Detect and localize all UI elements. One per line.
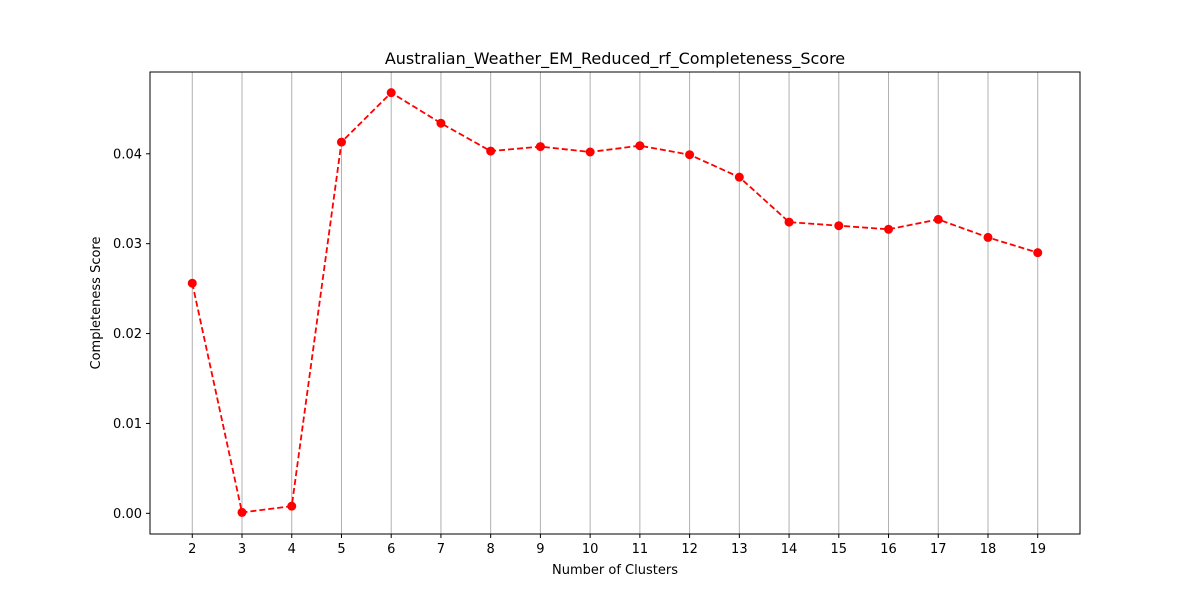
data-point bbox=[187, 278, 197, 288]
plot-frame bbox=[149, 71, 1081, 535]
x-tick-label: 12 bbox=[681, 542, 698, 557]
x-tick-label: 19 bbox=[1029, 542, 1046, 557]
series-layer bbox=[187, 88, 1043, 517]
data-point bbox=[1033, 248, 1043, 258]
x-tick-label: 4 bbox=[288, 542, 296, 557]
x-axis-label: Number of Clusters bbox=[552, 563, 678, 578]
x-tick-label: 17 bbox=[930, 542, 947, 557]
x-tick-label: 11 bbox=[632, 542, 649, 557]
data-point bbox=[685, 150, 695, 160]
data-point bbox=[784, 217, 794, 227]
x-tick-label: 2 bbox=[188, 542, 196, 557]
x-tick-label: 16 bbox=[880, 542, 897, 557]
y-tick-label: 0.02 bbox=[113, 327, 142, 342]
data-point bbox=[237, 507, 247, 517]
x-tick-label: 8 bbox=[487, 542, 495, 557]
data-point bbox=[585, 147, 595, 157]
y-tick-label: 0.01 bbox=[113, 417, 142, 432]
y-tick-label: 0.03 bbox=[113, 237, 142, 252]
data-point bbox=[635, 141, 645, 151]
x-tick-label: 15 bbox=[831, 542, 848, 557]
x-tick-label: 14 bbox=[781, 542, 798, 557]
data-point bbox=[436, 118, 446, 128]
y-axis-ticks: 0.00 0.01 0.02 0.03 0.04 bbox=[113, 147, 150, 522]
y-axis-label: Completeness Score bbox=[89, 237, 104, 370]
x-axis-ticks: 2 3 4 5 6 7 8 9 10 11 12 13 14 15 16 17 18 19 bbox=[188, 534, 1046, 557]
x-tick-label: 6 bbox=[387, 542, 395, 557]
data-point bbox=[287, 501, 297, 511]
x-tick-label: 7 bbox=[437, 542, 445, 557]
data-point bbox=[983, 232, 993, 242]
x-tick-label: 3 bbox=[238, 542, 246, 557]
y-tick-label: 0.04 bbox=[113, 147, 142, 162]
data-point bbox=[734, 172, 744, 182]
data-point bbox=[336, 137, 346, 147]
x-tick-label: 18 bbox=[980, 542, 997, 557]
y-tick-label: 0.00 bbox=[113, 507, 142, 522]
data-point bbox=[884, 224, 894, 234]
data-point bbox=[486, 146, 496, 156]
grid-lines bbox=[191, 72, 1039, 534]
x-tick-label: 13 bbox=[731, 542, 748, 557]
data-point bbox=[834, 221, 844, 231]
data-point bbox=[933, 214, 943, 224]
data-point bbox=[386, 88, 396, 98]
data-point bbox=[535, 142, 545, 152]
x-tick-label: 5 bbox=[337, 542, 345, 557]
x-tick-label: 10 bbox=[582, 542, 599, 557]
x-tick-label: 9 bbox=[536, 542, 544, 557]
chart-title: Australian_Weather_EM_Reduced_rf_Complet… bbox=[385, 49, 845, 69]
series-line bbox=[191, 91, 1038, 514]
